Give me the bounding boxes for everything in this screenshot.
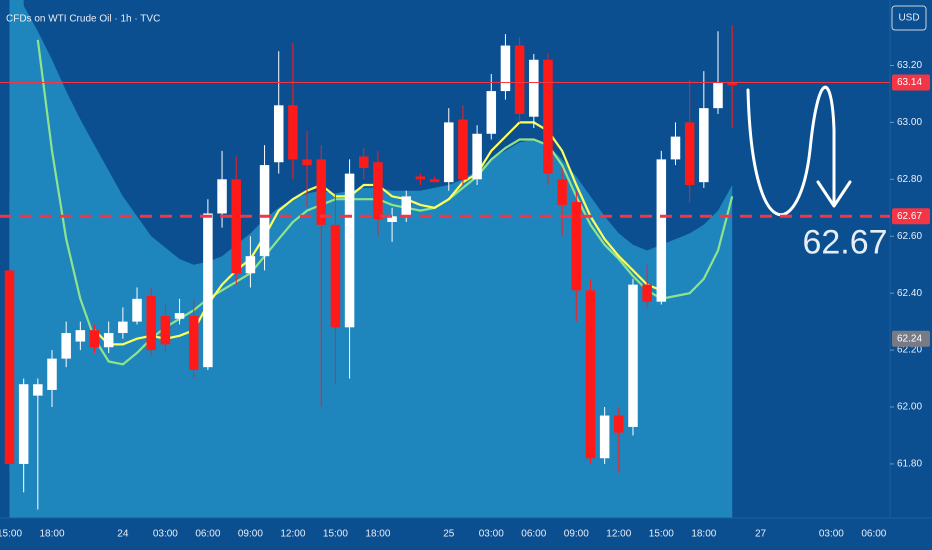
candle-body: [132, 298, 142, 322]
candle-body: [529, 59, 539, 117]
candle-body: [245, 256, 256, 274]
plot-area: [4, 0, 737, 518]
price-label-box: [892, 330, 930, 347]
candle-body: [684, 122, 695, 185]
candle-body: [217, 179, 227, 214]
x-tick-label: 06:00: [195, 529, 220, 540]
x-tick-label: 09:00: [238, 529, 263, 540]
candle-body: [585, 290, 596, 459]
candle-body: [344, 173, 355, 328]
candle-body: [373, 162, 383, 220]
price-label: 62.24: [897, 333, 922, 344]
x-tick-label: 24: [117, 529, 129, 540]
x-tick-label: 03:00: [479, 529, 504, 540]
price-label: 63.14: [897, 77, 922, 88]
y-tick-label: 62.00: [897, 402, 922, 413]
x-tick-label: 18:00: [691, 529, 716, 540]
candle-body: [486, 91, 497, 134]
candle-body: [33, 384, 43, 396]
x-tick-label: 03:00: [819, 529, 844, 540]
candle-body: [188, 315, 199, 370]
candle-body: [302, 159, 312, 166]
x-tick-label: 12:00: [606, 529, 631, 540]
x-tick-label: 18:00: [39, 529, 64, 540]
candle-body: [628, 284, 638, 427]
x-tick-label: 06:00: [861, 529, 886, 540]
candle-body: [458, 119, 468, 180]
candle-body: [500, 45, 511, 92]
candle-body: [47, 358, 57, 390]
candle-body: [699, 108, 709, 183]
candle-body: [472, 133, 482, 180]
x-tick-label: 15:00: [323, 529, 348, 540]
candle-body: [557, 179, 567, 205]
price-label-box: [892, 74, 930, 91]
x-tick-label: 27: [755, 529, 767, 540]
candle-body: [543, 59, 553, 174]
y-tick-label: 63.20: [897, 60, 922, 71]
band-area: [9, 0, 733, 518]
forecast-arrow-head: [816, 180, 852, 208]
candle-body: [614, 415, 624, 433]
candle-body: [174, 313, 185, 319]
y-tick-label: 62.40: [897, 288, 922, 299]
x-tick-label: 25: [443, 529, 455, 540]
chart-title: CFDs on WTI Crude Oil · 1h · TVC: [6, 14, 160, 25]
x-tick-label: 03:00: [153, 529, 178, 540]
x-tick-label: 18:00: [365, 529, 390, 540]
candle-body: [713, 82, 723, 109]
candle-body: [89, 330, 100, 348]
x-tick-label: 09:00: [564, 529, 589, 540]
candle-body: [415, 176, 426, 180]
candle-body: [359, 156, 369, 168]
forecast-arrow: [746, 85, 836, 217]
x-tick-label: 15:00: [0, 529, 22, 540]
candle-body: [727, 82, 737, 86]
candle-body: [670, 136, 681, 160]
x-tick-label: 06:00: [521, 529, 546, 540]
target-label: 62.67: [802, 223, 887, 261]
price-label: 62.67: [897, 211, 922, 222]
currency-box[interactable]: [891, 5, 927, 31]
y-tick-label: 62.20: [897, 345, 922, 356]
candle-body: [642, 284, 652, 302]
candle-body: [514, 45, 525, 114]
candle-body: [273, 105, 284, 163]
candle-body: [18, 384, 29, 464]
candle-body: [330, 224, 341, 328]
candle-body: [288, 105, 298, 160]
y-tick-label: 61.80: [897, 459, 922, 470]
candle-body: [118, 321, 128, 333]
candle-body: [231, 179, 241, 274]
candle-body: [401, 196, 412, 217]
candle-body: [259, 165, 270, 257]
candle-body: [61, 333, 71, 359]
candle-body: [146, 296, 156, 351]
candle-body: [203, 213, 213, 368]
candle-body: [160, 315, 171, 345]
y-tick-label: 62.60: [897, 231, 922, 242]
candle-body: [75, 330, 86, 342]
x-tick-label: 12:00: [280, 529, 305, 540]
candle-body: [444, 122, 454, 183]
candle-body: [387, 216, 397, 222]
candle-body: [429, 179, 440, 183]
candle-body: [656, 159, 667, 302]
candle-body: [103, 333, 114, 348]
candle-body: [316, 159, 326, 225]
candle-body: [4, 270, 15, 464]
candle-body: [599, 415, 610, 459]
y-tick-label: 63.00: [897, 117, 922, 128]
x-tick-label: 15:00: [649, 529, 674, 540]
price-label-box: [892, 208, 930, 225]
y-tick-label: 62.80: [897, 174, 922, 185]
currency-label[interactable]: USD: [898, 13, 919, 24]
candle-body: [571, 202, 582, 291]
